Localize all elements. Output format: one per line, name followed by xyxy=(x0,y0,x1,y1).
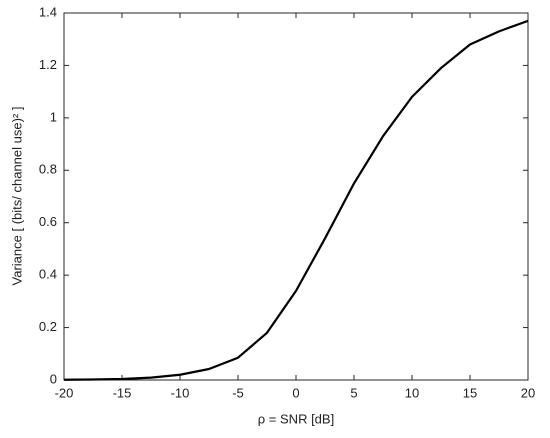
y-tick-label: 1 xyxy=(50,109,57,124)
y-axis-label: Variance [ (bits/ channel use)² ] xyxy=(9,107,24,286)
y-tick-label: 0.2 xyxy=(39,319,57,334)
y-tick-label: 0.6 xyxy=(39,214,57,229)
x-tick-label: 5 xyxy=(350,385,357,400)
plot-frame xyxy=(63,12,529,381)
y-tick-label: 1.4 xyxy=(39,4,57,19)
x-tick-label: 20 xyxy=(521,385,535,400)
x-tick-label: -20 xyxy=(55,385,74,400)
x-tick-label: 15 xyxy=(463,385,477,400)
x-tick-label: -15 xyxy=(113,385,132,400)
x-tick-label: -5 xyxy=(232,385,244,400)
data-line xyxy=(63,19,529,381)
y-tick-label: 0.8 xyxy=(39,162,57,177)
x-axis-label: ρ = SNR [dB] xyxy=(258,411,334,426)
x-tick-label: -10 xyxy=(171,385,190,400)
x-tick-label: 0 xyxy=(292,385,299,400)
y-tick-label: 1.2 xyxy=(39,57,57,72)
y-tick-label: 0 xyxy=(50,371,57,386)
x-tick-label: 10 xyxy=(405,385,419,400)
y-tick-label: 0.4 xyxy=(39,267,57,282)
